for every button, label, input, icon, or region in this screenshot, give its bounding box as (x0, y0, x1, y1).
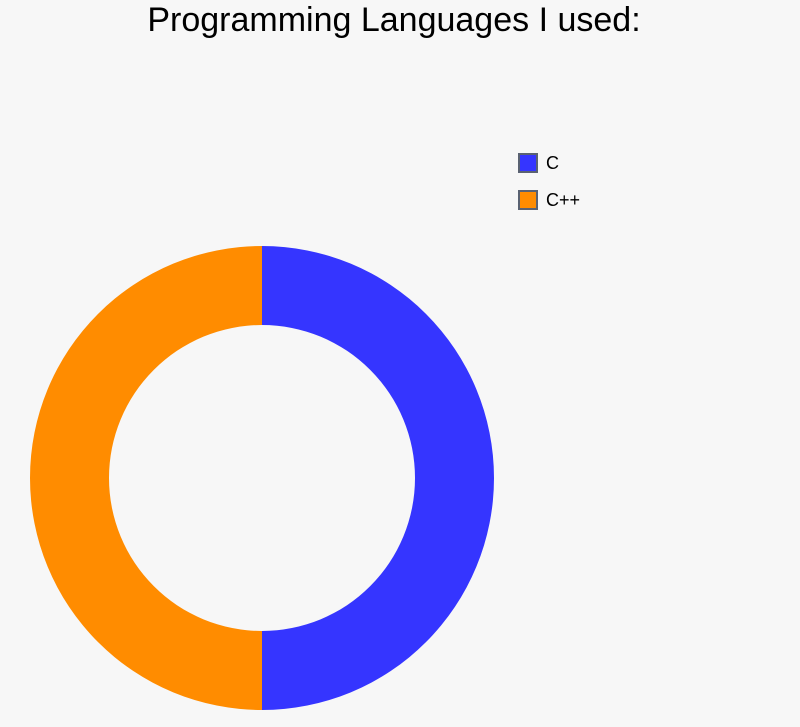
legend-label-c: C (546, 153, 559, 173)
chart-title: Programming Languages I used: (147, 1, 641, 39)
legend-item-c[interactable]: C (518, 151, 580, 175)
legend-swatch-c (518, 153, 538, 173)
donut-slice-c[interactable] (262, 246, 494, 710)
chart-legend: C C++ (518, 151, 580, 225)
legend-swatch-cpp (518, 190, 538, 210)
donut-slice-cpp[interactable] (30, 246, 262, 710)
legend-item-cpp[interactable]: C++ (518, 188, 580, 212)
legend-label-cpp: C++ (546, 190, 581, 210)
